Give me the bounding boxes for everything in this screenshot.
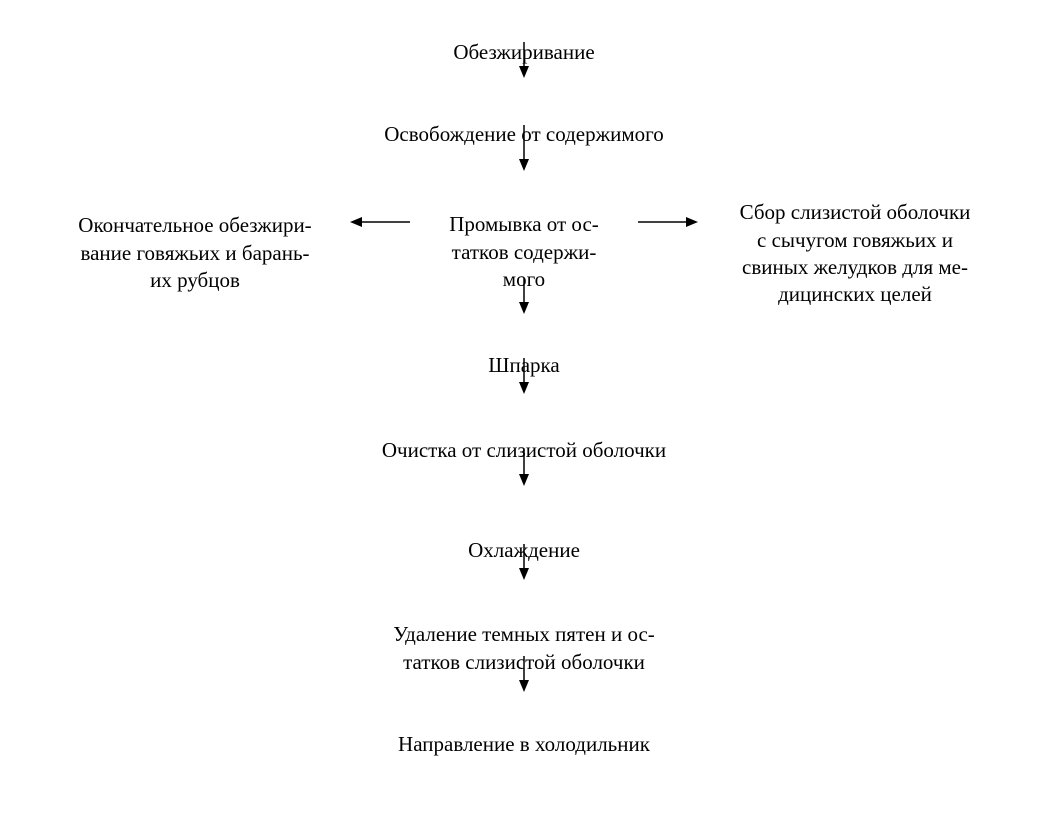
arrow-down-icon (516, 278, 532, 314)
node-step-8: Направление в холодильник (324, 704, 724, 759)
flowchart-container: Обезжиривание Освобождение от содержимог… (0, 0, 1049, 826)
arrow-down-icon (516, 450, 532, 486)
node-branch-left: Окончательное обезжири- вание говяжьих и… (50, 185, 340, 294)
arrow-down-icon (516, 656, 532, 692)
node-branch-right: Сбор слизистой оболочки с сычугом говяжь… (710, 172, 1000, 308)
arrow-down-icon (516, 42, 532, 78)
arrow-right-icon (638, 214, 698, 230)
node-label: Направление в холодильник (398, 732, 650, 756)
arrow-down-icon (516, 125, 532, 171)
arrow-left-icon (350, 214, 410, 230)
node-label: Сбор слизистой оболочки с сычугом говяжь… (740, 200, 971, 306)
arrow-down-icon (516, 358, 532, 394)
node-step-3: Промывка от ос- татков содержи- мого (424, 184, 624, 293)
arrow-down-icon (516, 544, 532, 580)
node-label: Окончательное обезжири- вание говяжьих и… (78, 213, 311, 292)
